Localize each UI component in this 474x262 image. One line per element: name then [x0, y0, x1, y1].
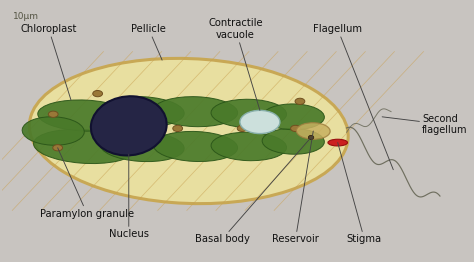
Text: Stigma: Stigma [337, 143, 382, 244]
Ellipse shape [93, 90, 102, 97]
Text: Second
flagellum: Second flagellum [382, 114, 468, 135]
Text: Chloroplast: Chloroplast [20, 24, 77, 100]
Text: Nucleus: Nucleus [109, 154, 149, 239]
Ellipse shape [53, 145, 63, 151]
Text: Paramylon granule: Paramylon granule [40, 148, 134, 219]
Text: Flagellum: Flagellum [313, 24, 393, 170]
Ellipse shape [153, 132, 237, 161]
Text: Contractile
vacuole: Contractile vacuole [208, 18, 263, 110]
Ellipse shape [34, 129, 135, 163]
Text: Reservoir: Reservoir [272, 131, 319, 244]
Ellipse shape [237, 125, 247, 132]
Ellipse shape [309, 135, 314, 139]
Ellipse shape [328, 139, 347, 146]
Text: Pellicle: Pellicle [131, 24, 166, 60]
Ellipse shape [262, 128, 324, 154]
Ellipse shape [291, 125, 301, 132]
Ellipse shape [173, 125, 182, 132]
Ellipse shape [211, 99, 287, 128]
Ellipse shape [262, 104, 324, 130]
Ellipse shape [29, 58, 348, 204]
Ellipse shape [48, 111, 58, 117]
Ellipse shape [22, 117, 84, 145]
Ellipse shape [296, 123, 330, 139]
Text: 10µm: 10µm [13, 12, 39, 21]
Ellipse shape [100, 97, 184, 127]
Text: Basal body: Basal body [195, 138, 311, 244]
Ellipse shape [295, 98, 305, 105]
Ellipse shape [100, 131, 184, 162]
Ellipse shape [240, 110, 280, 134]
Ellipse shape [38, 100, 131, 131]
Ellipse shape [153, 97, 237, 127]
Ellipse shape [211, 132, 287, 161]
Ellipse shape [91, 96, 167, 155]
